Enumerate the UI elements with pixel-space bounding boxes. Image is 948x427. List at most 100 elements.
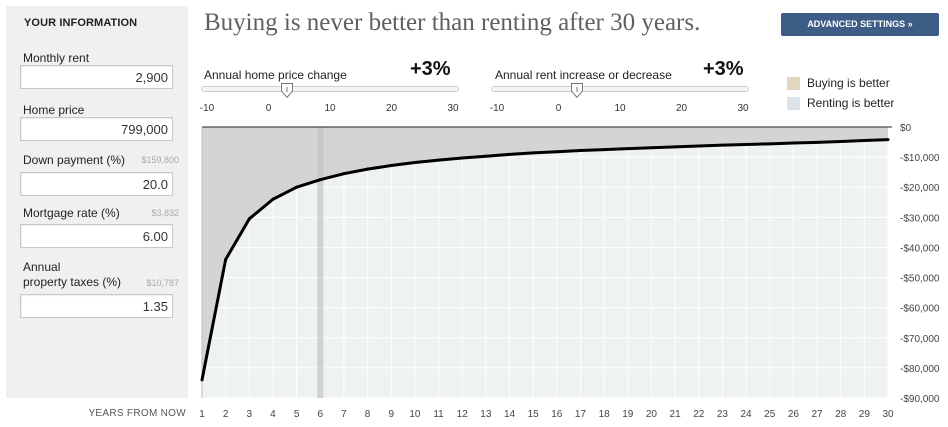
x-tick-label: 21 — [670, 409, 682, 420]
x-tick-label: 27 — [811, 409, 823, 420]
down-payment-amount: $159,800 — [141, 155, 179, 165]
slider-tick-label: 10 — [324, 103, 336, 114]
slider-tick-label: 10 — [614, 103, 626, 114]
property-taxes-amount: $10,787 — [146, 278, 179, 288]
data-point — [224, 257, 228, 261]
data-point — [484, 154, 488, 158]
data-point — [862, 139, 866, 143]
x-tick-label: 8 — [365, 409, 371, 420]
data-point — [342, 172, 346, 176]
data-point — [247, 217, 251, 221]
slider-tick-label: -10 — [199, 103, 215, 114]
y-tick-label: -$50,000 — [900, 274, 940, 285]
panel-heading: YOUR INFORMATION — [24, 17, 138, 29]
slider-tick-label: 0 — [555, 103, 562, 114]
your-information-panel: YOUR INFORMATION Monthly rent Home price… — [6, 6, 188, 398]
slider-tick-label: 30 — [737, 103, 749, 114]
slider-tick-label: 0 — [265, 103, 272, 114]
down-payment-label: Down payment (%) — [23, 153, 126, 167]
data-point — [673, 145, 677, 149]
y-tick-label: -$70,000 — [900, 334, 940, 345]
monthly-rent-input[interactable] — [20, 65, 173, 89]
x-tick-label: 14 — [504, 409, 516, 420]
y-tick-label: -$60,000 — [900, 304, 940, 315]
home-price-change-value: +3% — [410, 58, 451, 80]
mortgage-rate-label: Mortgage rate (%) — [23, 206, 120, 220]
x-tick-label: 1 — [199, 409, 205, 420]
y-tick-label: -$80,000 — [900, 364, 940, 375]
slider-tick-label: 20 — [675, 103, 688, 114]
x-tick-label: 16 — [551, 409, 563, 420]
y-tick-label: -$20,000 — [900, 183, 940, 194]
x-tick-label: 26 — [788, 409, 800, 420]
data-point — [200, 378, 204, 382]
data-point — [626, 147, 630, 151]
x-tick-label: 13 — [480, 409, 492, 420]
x-tick-label: 24 — [741, 409, 753, 420]
x-tick-label: 6 — [317, 409, 323, 420]
data-point — [649, 146, 653, 150]
y-tick-label: -$10,000 — [900, 153, 940, 164]
home-price-change-slider-track[interactable] — [201, 86, 459, 92]
data-point — [460, 156, 464, 160]
data-point — [578, 148, 582, 152]
data-point — [437, 158, 441, 162]
monthly-rent-label: Monthly rent — [23, 51, 90, 65]
slider-tick-label: 30 — [447, 103, 459, 114]
x-tick-label: 15 — [528, 409, 540, 420]
renting-better-legend-label: Renting is better — [807, 96, 895, 110]
page-headline: Buying is never better than renting afte… — [204, 9, 701, 36]
x-tick-label: 25 — [764, 409, 776, 420]
data-point — [366, 167, 370, 171]
home-price-input[interactable] — [20, 117, 173, 141]
data-point — [389, 164, 393, 168]
x-tick-label: 19 — [622, 409, 634, 420]
buying-better-swatch — [787, 77, 800, 90]
x-tick-label: 29 — [859, 409, 871, 420]
x-tick-label: 3 — [247, 409, 253, 420]
x-tick-label: 10 — [409, 409, 421, 420]
rent-change-label: Annual rent increase or decrease — [495, 68, 672, 82]
property-taxes-input[interactable] — [20, 294, 173, 318]
data-point — [295, 185, 299, 189]
renting-better-area — [202, 127, 888, 380]
rent-change-value: +3% — [703, 58, 744, 80]
selected-year-highlight — [317, 127, 324, 398]
x-tick-label: 2 — [223, 409, 229, 420]
x-axis-title: YEARS FROM NOW — [88, 408, 186, 419]
buying-better-legend-label: Buying is better — [807, 76, 890, 90]
down-payment-input[interactable] — [20, 172, 173, 196]
data-point — [839, 139, 843, 143]
x-tick-label: 28 — [835, 409, 847, 420]
mortgage-payment-amount: $3,832 — [151, 208, 179, 218]
data-point — [768, 142, 772, 146]
x-tick-label: 22 — [693, 409, 705, 420]
x-tick-label: 5 — [294, 409, 300, 420]
rent-change-slider-track[interactable] — [491, 86, 749, 92]
x-tick-label: 11 — [433, 409, 444, 420]
x-tick-label: 7 — [341, 409, 347, 420]
home-price-change-slider-handle[interactable] — [280, 83, 293, 98]
y-tick-label: -$90,000 — [900, 394, 940, 405]
mortgage-rate-input[interactable] — [20, 224, 173, 248]
x-tick-label: 17 — [575, 409, 587, 420]
y-tick-label: $0 — [900, 123, 912, 134]
x-tick-label: 23 — [717, 409, 729, 420]
data-point — [815, 140, 819, 144]
y-tick-label: -$30,000 — [900, 213, 940, 224]
data-point — [791, 141, 795, 145]
x-tick-label: 18 — [599, 409, 611, 420]
slider-tick-label: -10 — [489, 103, 505, 114]
x-tick-label: 4 — [270, 409, 276, 420]
x-tick-label: 30 — [882, 409, 894, 420]
data-point — [602, 148, 606, 152]
data-point — [697, 144, 701, 148]
rent-change-slider-handle[interactable] — [570, 83, 583, 98]
property-taxes-label-line2: property taxes (%) — [23, 275, 122, 289]
data-point — [531, 151, 535, 155]
advanced-settings-button[interactable]: ADVANCED SETTINGS » — [781, 13, 939, 36]
property-taxes-label-line1: Annual — [23, 260, 61, 274]
net-cost-line — [200, 138, 889, 381]
data-point — [508, 152, 512, 156]
slider-tick-label: 20 — [385, 103, 398, 114]
